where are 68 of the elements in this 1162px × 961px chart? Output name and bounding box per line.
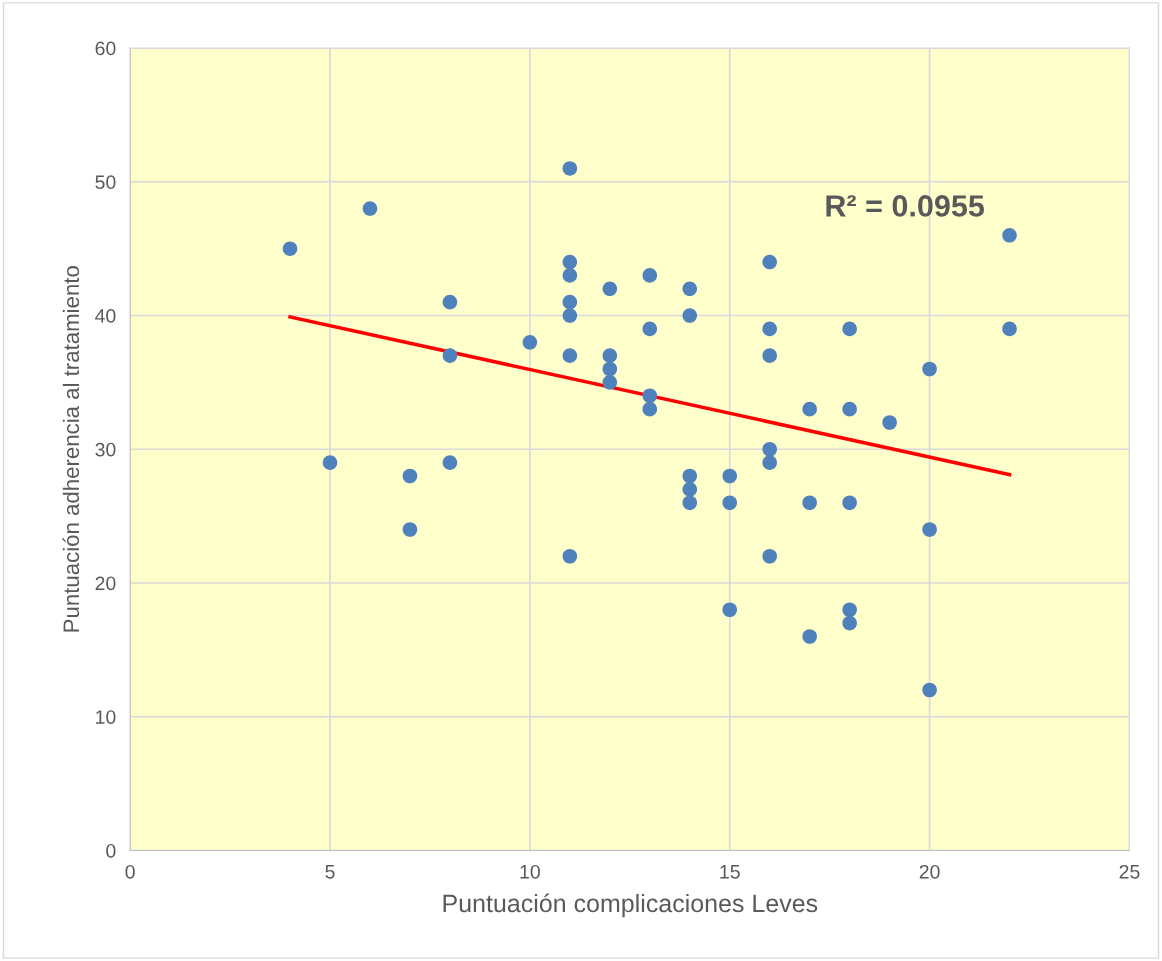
point — [562, 161, 578, 176]
point — [562, 548, 578, 564]
point — [922, 522, 937, 537]
y-tick-label: 20 — [95, 576, 116, 591]
y-tick-label: 50 — [95, 175, 116, 190]
y-tick-label: 0 — [106, 843, 116, 858]
point — [402, 468, 418, 484]
point — [802, 629, 817, 644]
point — [562, 268, 578, 283]
point — [842, 495, 857, 511]
point — [562, 294, 578, 310]
point — [402, 522, 418, 537]
x-tick-label: 10 — [520, 864, 540, 879]
point — [762, 321, 777, 337]
y-tick-label: 40 — [95, 309, 116, 323]
point — [562, 348, 578, 363]
point — [442, 348, 458, 363]
x-tick-label: 25 — [1119, 864, 1140, 879]
point — [722, 495, 738, 511]
point — [682, 468, 698, 484]
point — [922, 361, 937, 377]
point — [842, 321, 857, 337]
x-axis-title: Puntuación complicaciones Leves — [443, 893, 818, 918]
annotation: R² = 0.0955 — [826, 195, 985, 217]
y-tick-label: 60 — [95, 41, 116, 56]
point — [1002, 321, 1017, 337]
point — [922, 682, 937, 698]
point — [722, 468, 738, 484]
point — [762, 254, 777, 270]
point — [762, 348, 777, 363]
point — [722, 602, 738, 618]
point — [562, 308, 578, 323]
y-tick-label: 30 — [95, 442, 116, 457]
point — [1002, 228, 1017, 243]
point — [762, 441, 777, 457]
point — [602, 361, 618, 377]
point — [682, 495, 698, 511]
point — [642, 388, 658, 404]
x-tick-label: 20 — [919, 864, 940, 879]
x-tick-label: 15 — [720, 865, 740, 879]
x-tick-label: 0 — [125, 864, 135, 879]
point — [842, 401, 857, 417]
point — [682, 482, 698, 497]
point — [762, 455, 777, 470]
point — [802, 401, 817, 417]
point — [442, 294, 458, 310]
point — [602, 375, 618, 390]
point — [842, 615, 857, 631]
point — [602, 348, 618, 363]
point — [762, 548, 777, 564]
point — [602, 281, 618, 297]
point — [642, 401, 658, 417]
point — [642, 321, 658, 337]
point — [282, 241, 298, 256]
y-axis-title: Puntuación adherencia al tratamiento — [62, 266, 80, 632]
point — [842, 602, 857, 618]
point — [682, 281, 698, 297]
x-tick-label: 5 — [325, 865, 335, 879]
point — [682, 308, 698, 323]
point — [642, 268, 658, 283]
point — [522, 334, 538, 350]
point — [442, 455, 458, 470]
point — [322, 455, 338, 470]
point — [362, 201, 378, 216]
y-tick-label: 10 — [96, 710, 116, 724]
point — [802, 495, 817, 511]
point — [882, 415, 897, 430]
point — [562, 254, 578, 270]
